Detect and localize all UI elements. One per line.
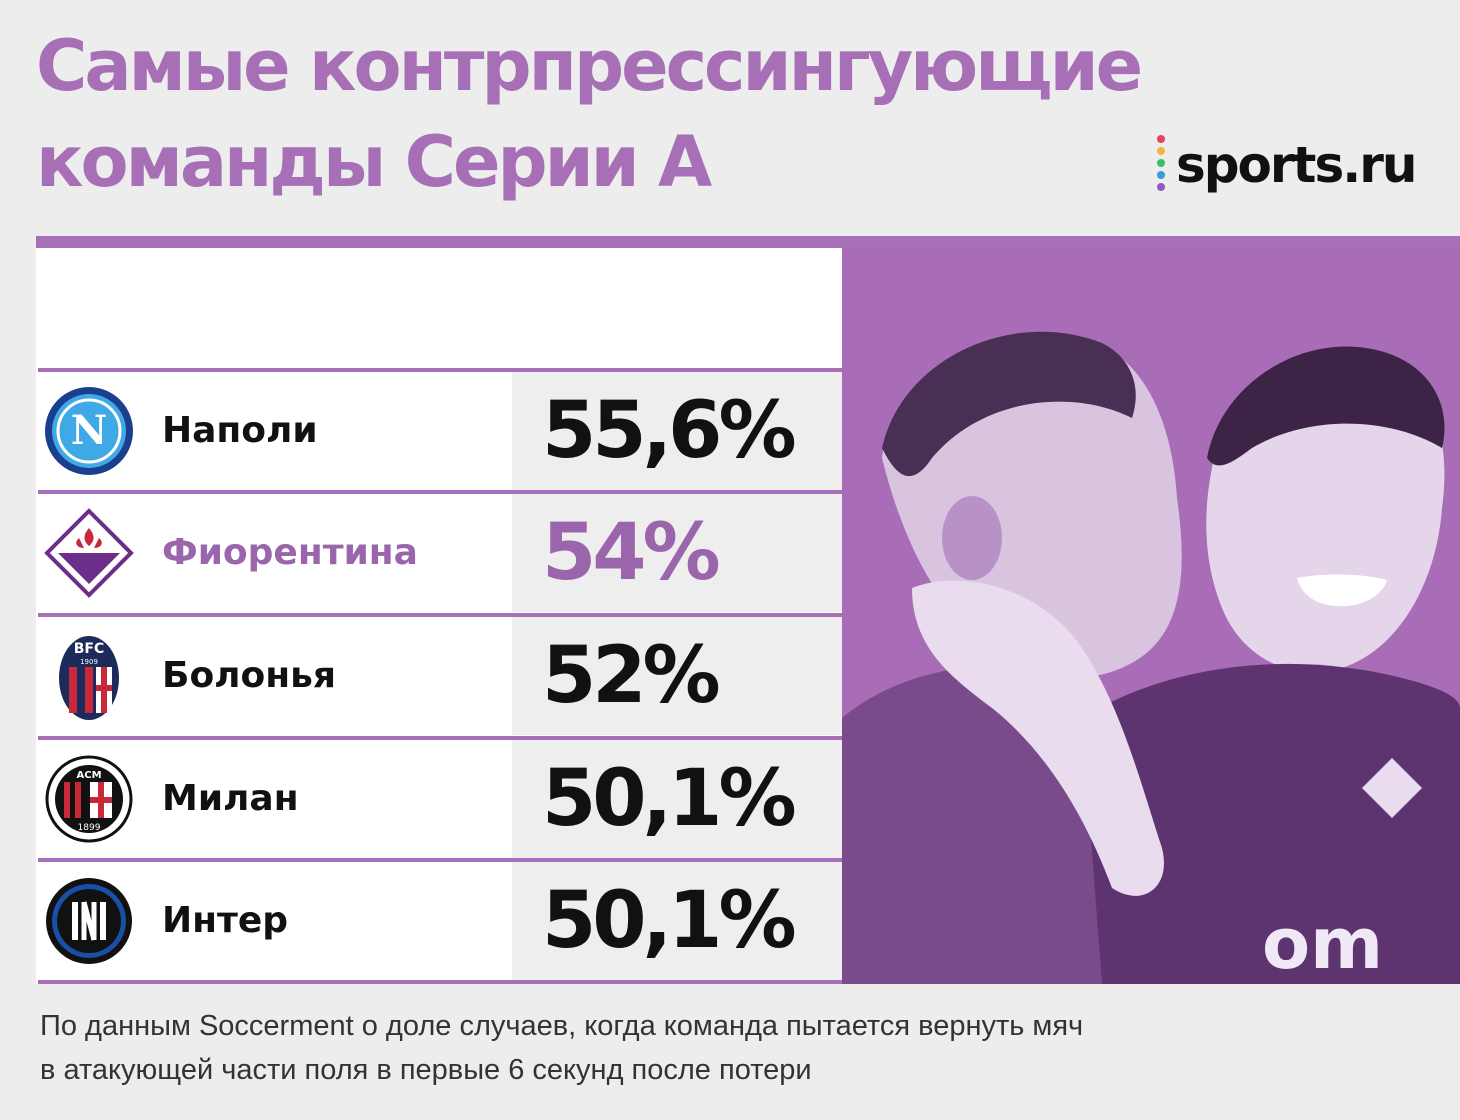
value-label: 50,1% (542, 754, 797, 844)
brand-dots-icon (1157, 135, 1165, 191)
row-separator (38, 980, 842, 984)
shirt-text: om (1262, 903, 1383, 984)
value-label: 54% (542, 508, 721, 598)
header-rule (36, 236, 1460, 248)
chart-title: Самые контрпрессингующие команды Серии А (36, 18, 1156, 210)
value-label: 50,1% (542, 876, 797, 966)
table-row: N Наполи 55,6% (38, 372, 842, 490)
title-line-2: команды Серии А (36, 121, 712, 203)
table-row: BFC 1909 Болонья 52% (38, 617, 842, 735)
row-separator (38, 613, 842, 617)
inter-crest-icon (46, 878, 132, 964)
team-name: Милан (162, 778, 299, 819)
row-separator (38, 736, 842, 740)
fiorentina-crest-icon (44, 508, 134, 598)
team-name: Фиорентина (162, 532, 418, 573)
team-name: Наполи (162, 410, 318, 451)
team-name: Интер (162, 900, 289, 941)
brand-logo: sports.ru (1156, 132, 1417, 198)
milan-crest-text: ACM (76, 770, 101, 781)
team-name: Болонья (162, 655, 337, 696)
bologna-crest-year: 1909 (80, 658, 98, 666)
footnote-line-2: в атакующей части поля в первые 6 секунд… (40, 1054, 812, 1086)
napoli-crest-letter: N (71, 407, 108, 454)
table-row: Интер 50,1% (38, 862, 842, 980)
napoli-crest-icon: N (45, 387, 133, 475)
value-label: 55,6% (542, 386, 797, 476)
row-separator (38, 858, 842, 862)
footnote: По данным Soccerment о доле случаев, ког… (40, 1004, 1340, 1092)
players-photo: om (842, 248, 1460, 984)
milan-crest-year: 1899 (78, 823, 101, 833)
brand-name: sports.ru (1176, 136, 1417, 194)
milan-crest-icon: ACM 1899 (45, 755, 133, 843)
value-label: 52% (542, 631, 721, 721)
bologna-crest-text: BFC (74, 641, 105, 657)
bologna-crest-icon: BFC 1909 (59, 636, 119, 720)
footnote-line-1: По данным Soccerment о доле случаев, ког… (40, 1010, 1084, 1042)
table-row: ACM 1899 Милан 50,1% (38, 740, 842, 858)
row-separator (38, 490, 842, 494)
row-separator (38, 368, 842, 372)
table-row: Фиорентина 54% (38, 494, 842, 612)
title-line-1: Самые контрпрессингующие (36, 25, 1143, 107)
players-illustration: om (842, 248, 1460, 984)
